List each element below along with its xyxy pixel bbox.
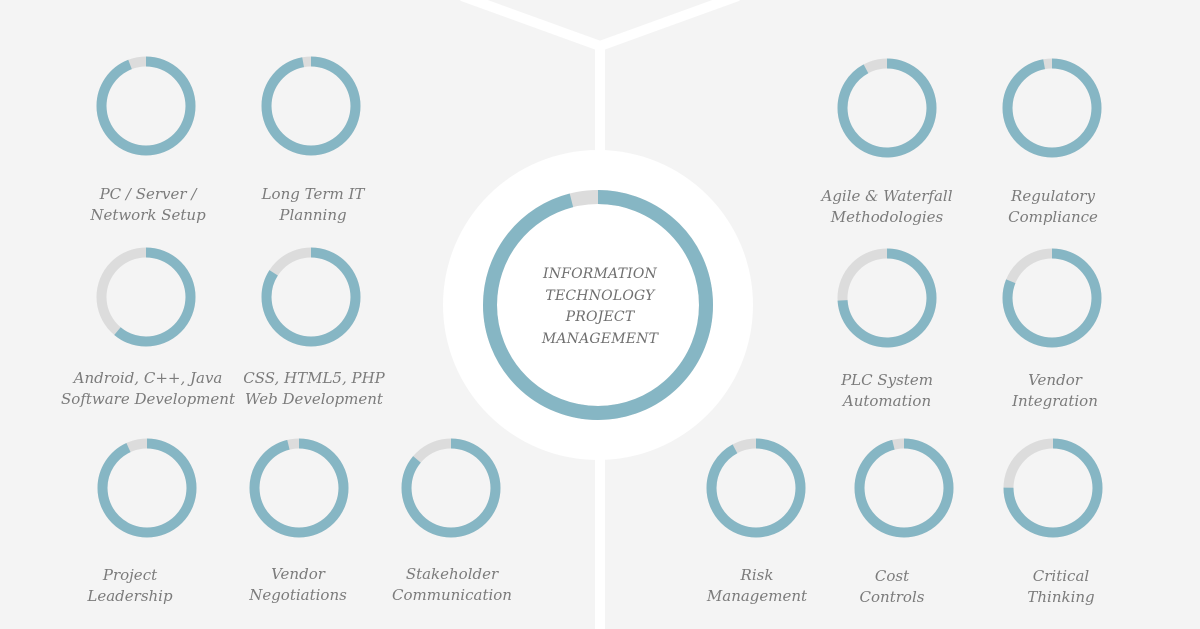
skill-label-vendor-negotiations: Vendor Negotiations [249,564,347,606]
skill-label-line: Network Setup [90,206,206,224]
skill-label-line: Management [706,587,808,605]
skill-label-line: Vendor [1028,371,1082,389]
skill-ring-stakeholder-communication-progress [401,438,501,538]
skill-ring-critical-thinking-progress [1003,438,1103,538]
skill-ring-critical-thinking [1003,438,1103,538]
skill-ring-pc-server-network-setup-progress [96,56,196,156]
skill-label-cost-controls: Cost Controls [860,566,925,608]
skill-ring-pc-server-network-setup [96,56,196,156]
skill-label-line: Integration [1012,392,1098,410]
skill-rings [96,56,1103,538]
skill-ring-regulatory-compliance [1002,58,1102,158]
skill-label-line: PLC System [841,371,933,389]
skill-label-line: Communication [392,586,512,604]
skill-ring-cost-controls [854,438,954,538]
skill-label-line: Automation [842,392,932,410]
skill-label-line: Risk [740,566,774,584]
skill-ring-css-html5-php [261,247,361,347]
skill-label-agile-waterfall: Agile & Waterfall Methodologies [821,186,952,228]
skill-label-line: Leadership [87,587,173,605]
skill-label-line: Vendor [271,565,325,583]
skill-label-vendor-integration: Vendor Integration [1012,370,1098,412]
skill-label-android-cpp-java: Android, C++, Java Software Development [61,368,235,410]
skill-label-line: Project [102,566,158,584]
center-title-line-1: INFORMATION [542,266,657,282]
skill-label-line: Regulatory [1011,187,1095,205]
skill-ring-project-leadership-progress [97,438,197,538]
skill-label-line: Critical [1032,567,1090,585]
skill-label-pc-server-network-setup: PC / Server / Network Setup [90,184,205,226]
main-skill-ring-progress [483,190,713,420]
center-title: INFORMATION TECHNOLOGY PROJECT MANAGEMEN… [542,264,658,350]
skill-ring-risk-management [706,438,806,538]
main-skill-ring [483,190,713,420]
skill-ring-vendor-negotiations-progress [249,438,349,538]
skill-ring-risk-management-progress [706,438,806,538]
skill-label-line: Compliance [1008,208,1098,226]
skill-label-line: Web Development [245,390,383,408]
skill-ring-css-html5-php-progress [261,247,361,347]
divider-top [460,0,740,52]
center-title-line-3: PROJECT [565,309,635,325]
skill-label-line: Android, C++, Java [73,369,223,387]
skill-label-line: CSS, HTML5, PHP [243,369,385,387]
skill-ring-plc-system-automation-progress [837,248,937,348]
skill-label-plc-system-automation: PLC System Automation [841,370,933,412]
skill-label-line: Long Term IT [261,185,365,203]
skill-label-regulatory-compliance: Regulatory Compliance [1008,186,1098,228]
skill-label-stakeholder-communication: Stakeholder Communication [392,564,512,606]
skill-ring-long-term-it-planning-progress [261,56,361,156]
skill-ring-android-cpp-java-progress [96,247,196,347]
skill-ring-stakeholder-communication [401,438,501,538]
skill-label-long-term-it-planning: Long Term IT Planning [262,184,365,226]
skill-ring-agile-waterfall [837,58,937,158]
center-title-line-4: MANAGEMENT [541,330,659,347]
skill-label-line: Planning [279,206,347,224]
skill-label-line: Stakeholder [405,565,499,583]
skill-label-project-leadership: Project Leadership [87,565,172,607]
skill-label-line: Methodologies [830,208,944,226]
skill-label-line: Controls [859,588,925,606]
skill-ring-project-leadership [97,438,197,538]
divider-lines [460,0,740,629]
skill-ring-agile-waterfall-progress [837,58,937,158]
skill-label-line: Software Development [61,390,235,408]
center-title-line-2: TECHNOLOGY [545,287,655,304]
skill-label-line: PC / Server / [99,185,197,203]
skill-ring-vendor-integration-progress [1002,248,1102,348]
skill-ring-vendor-negotiations [249,438,349,538]
skill-label-critical-thinking: Critical Thinking [1027,566,1094,608]
skill-ring-android-cpp-java [96,247,196,347]
skill-label-line: Thinking [1027,588,1095,606]
skill-ring-cost-controls-progress [854,438,954,538]
skill-ring-long-term-it-planning [261,56,361,156]
skill-label-line: Cost [874,567,910,585]
skill-label-risk-management: Risk Management [707,565,807,607]
skill-label-css-html5-php: CSS, HTML5, PHP Web Development [243,368,385,410]
skill-ring-plc-system-automation [837,248,937,348]
skill-ring-regulatory-compliance-progress [1002,58,1102,158]
skill-ring-vendor-integration [1002,248,1102,348]
skill-label-line: Agile & Waterfall [821,187,953,205]
skill-label-line: Negotiations [249,586,347,604]
